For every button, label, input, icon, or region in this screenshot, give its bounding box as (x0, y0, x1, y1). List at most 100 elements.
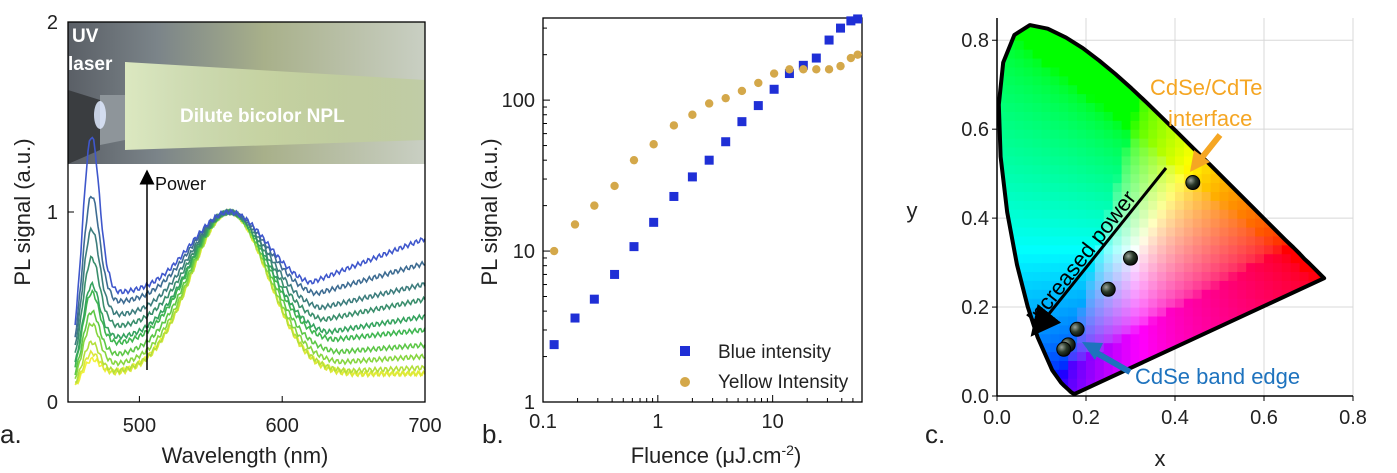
gamut-cell (1014, 253, 1025, 264)
gamut-cell (1228, 217, 1239, 228)
gamut-cell (1157, 271, 1168, 281)
yellow-point (629, 155, 639, 165)
gamut-cell (1237, 235, 1248, 246)
gamut-cell (1308, 306, 1319, 317)
gamut-cell (1201, 25, 1212, 32)
gamut-cell (1299, 190, 1310, 201)
gamut-cell (1281, 128, 1292, 139)
spectrum-line (75, 208, 426, 383)
gamut-cell (1121, 137, 1132, 148)
gamut-cell (1130, 182, 1141, 192)
gamut-cell (1086, 235, 1096, 246)
gamut-cell (1139, 217, 1150, 228)
gamut-cell (1308, 39, 1319, 50)
gamut-cell (1094, 173, 1105, 184)
gamut-cell (1255, 235, 1265, 246)
gamut-cell (1059, 182, 1070, 192)
gamut-cell (1068, 146, 1079, 157)
gamut-cell (1272, 146, 1283, 157)
gamut-cell (1086, 226, 1096, 237)
panel-label-c: c. (925, 419, 945, 449)
gamut-cell (1006, 13, 1016, 23)
gamut-cell (1201, 288, 1212, 299)
gamut-cell (1210, 208, 1221, 219)
gamut-cell (1059, 164, 1070, 175)
gamut-cell (1183, 199, 1194, 210)
gamut-cell (1272, 30, 1283, 41)
gamut-cell (1005, 208, 1016, 219)
gamut-cell (1139, 262, 1150, 273)
gamut-cell (1157, 25, 1168, 32)
gamut-cell (1023, 119, 1034, 130)
y-axis-label: PL signal (a.u.) (10, 138, 35, 285)
y-tick-label: 10 (513, 241, 535, 263)
gamut-cell (1326, 191, 1336, 201)
gamut-cell (1272, 25, 1283, 32)
gamut-cell (1157, 279, 1168, 290)
gamut-cell (1139, 173, 1150, 184)
gamut-cell (1228, 271, 1239, 281)
gamut-cell (1112, 93, 1123, 104)
gamut-cell (1094, 306, 1105, 317)
gamut-cell (1317, 377, 1325, 388)
cie-gamut (996, 13, 1336, 396)
gamut-cell (1281, 244, 1292, 255)
gamut-cell (1210, 279, 1221, 290)
gamut-cell (1059, 377, 1070, 388)
gamut-cell (1175, 288, 1185, 299)
x-tick-label: 0.2 (1072, 407, 1100, 429)
gamut-cell (1050, 297, 1061, 308)
gamut-cell (1309, 13, 1319, 23)
gamut-cell (1264, 315, 1274, 326)
gamut-cell (1299, 306, 1310, 317)
x-tick-label: 0.4 (1161, 407, 1189, 429)
gamut-cell (1183, 235, 1194, 246)
gamut-cell (1032, 190, 1043, 201)
gamut-cell (1086, 102, 1096, 112)
gamut-cell (1281, 182, 1292, 192)
gamut-cell (1103, 386, 1114, 394)
gamut-cell (1290, 25, 1301, 32)
gamut-cell (1077, 315, 1087, 326)
gamut-cell (1210, 57, 1221, 68)
gamut-cell (997, 13, 1007, 23)
gamut-cell (1326, 84, 1336, 94)
gamut-cell (1308, 84, 1319, 95)
gamut-cell (1023, 359, 1034, 370)
gamut-cell (1086, 306, 1096, 317)
gamut-cell (1299, 155, 1310, 166)
gamut-cell (1246, 226, 1257, 237)
gamut-cell (1005, 190, 1016, 201)
gamut-cell (1317, 128, 1325, 139)
gamut-cell (1290, 182, 1301, 192)
gamut-cell (1077, 377, 1087, 388)
gamut-cell (1103, 25, 1114, 32)
gamut-cell (1272, 342, 1283, 353)
blue-point (811, 53, 821, 63)
gamut-cell (1175, 351, 1185, 361)
gamut-cell (1023, 333, 1034, 344)
band-edge-arrowhead (1082, 342, 1103, 360)
gamut-cell (1183, 279, 1194, 290)
gamut-cell (1326, 333, 1336, 343)
gamut-cell (1166, 164, 1176, 175)
gamut-cell (1121, 128, 1132, 139)
gamut-cell (1094, 226, 1105, 237)
gamut-cell (1130, 208, 1141, 219)
gamut-cell (998, 351, 1007, 361)
gamut-cell (1050, 386, 1061, 394)
gamut-cell (1219, 297, 1230, 308)
gamut-cell (1130, 39, 1141, 50)
legend: Blue intensity Yellow Intensity (680, 342, 849, 393)
gamut-cell (998, 315, 1007, 326)
gamut-cell (1326, 102, 1336, 112)
gamut-cell (1059, 102, 1070, 112)
gamut-cell (1023, 30, 1034, 41)
gamut-cell (1068, 351, 1079, 361)
gamut-cell (1094, 262, 1105, 273)
x-tick-label: 0.0 (983, 407, 1011, 429)
gamut-cell (1281, 66, 1292, 77)
gamut-cell (1086, 155, 1096, 166)
gamut-cell (1255, 297, 1265, 308)
gamut-cell (1299, 342, 1310, 353)
